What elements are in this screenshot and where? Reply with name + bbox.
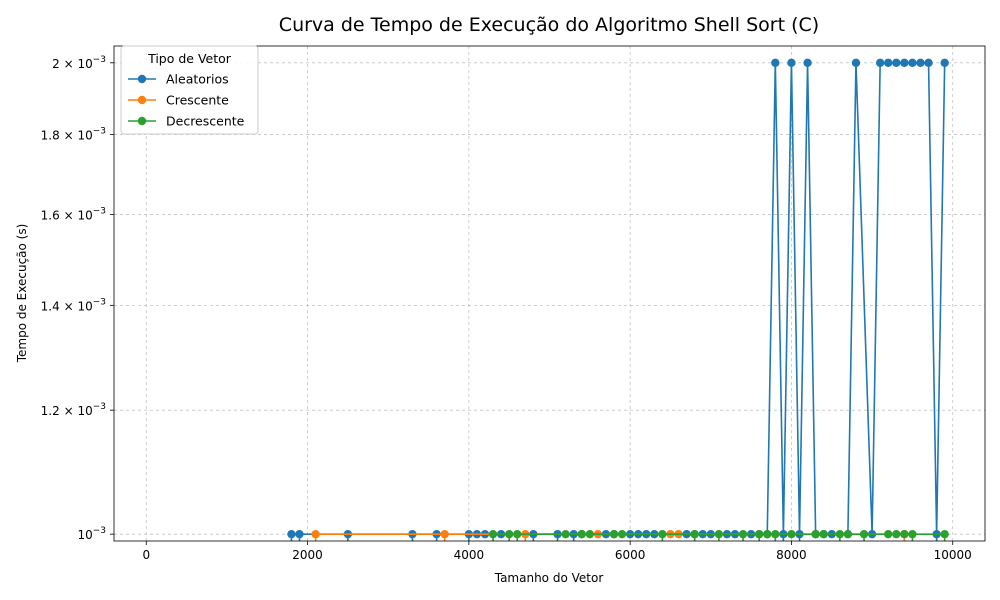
data-point (440, 529, 449, 539)
y-axis-label: Tempo de Execução (s) (15, 224, 29, 364)
chart-title: Curva de Tempo de Execução do Algoritmo … (279, 14, 819, 36)
data-point (843, 529, 853, 539)
data-point (900, 58, 909, 67)
data-point (900, 529, 909, 539)
data-point (513, 529, 522, 539)
x-axis-ticks: 0 2000 4000 6000 8000 10000 (142, 541, 972, 562)
data-point (787, 58, 796, 67)
y-tick-label: 1.4 × 10−3 (41, 297, 106, 313)
plot-series-area (287, 58, 949, 541)
x-tick-label: 8000 (776, 548, 807, 562)
legend-swatch-marker (137, 95, 147, 105)
data-point (763, 529, 772, 539)
y-tick-label: 1.8 × 10−3 (41, 126, 106, 142)
x-tick-label: 2000 (292, 548, 323, 562)
legend-title: Tipo de Vetor (147, 51, 232, 66)
y-tick-label: 1.6 × 10−3 (41, 207, 106, 223)
x-axis-label: Tamanho do Vetor (494, 571, 604, 585)
data-point (754, 529, 764, 539)
plot-frame (113, 45, 986, 542)
legend-entry-label: Aleatorios (166, 72, 229, 87)
data-point (714, 529, 724, 539)
data-point (787, 529, 796, 539)
x-tick-label: 0 (142, 548, 150, 562)
data-point (819, 529, 828, 539)
data-point (287, 529, 296, 539)
series-decrescente (488, 529, 949, 541)
data-point (940, 529, 949, 539)
data-point (835, 529, 845, 539)
y-axis-ticks: 10−3 1.2 × 10−3 1.4 × 10−3 1.6 × 10−3 1.8 × … (41, 55, 114, 542)
data-point (884, 529, 893, 539)
data-point (504, 529, 514, 539)
series-aleatorios (287, 58, 949, 541)
data-point (771, 529, 780, 539)
grid-lines (114, 46, 985, 541)
data-point (803, 58, 812, 67)
data-point (916, 58, 925, 67)
legend-box (120, 45, 259, 135)
data-point (892, 529, 901, 539)
legend-entry-label: Crescente (166, 93, 229, 108)
data-point (561, 529, 570, 539)
data-point (908, 58, 917, 67)
data-point (585, 529, 595, 539)
legend-entry-label: Decrescente (166, 114, 245, 129)
data-point (940, 58, 949, 67)
y-tick-label: 10−3 (77, 526, 106, 542)
data-point (617, 529, 627, 539)
x-tick-label: 10000 (934, 548, 972, 562)
data-point (884, 58, 893, 67)
data-point (690, 529, 699, 539)
data-point (908, 529, 917, 539)
x-tick-label: 6000 (615, 548, 646, 562)
data-point (859, 529, 869, 539)
data-point (311, 529, 320, 539)
data-point (295, 529, 304, 539)
data-point (851, 58, 861, 67)
data-point (811, 529, 820, 539)
y-tick-label: 1.2 × 10−3 (41, 402, 106, 418)
x-tick-label: 4000 (454, 548, 485, 562)
legend-swatch-marker (137, 74, 147, 84)
data-point (875, 58, 885, 67)
y-tick-label: 2 × 10−3 (52, 55, 106, 71)
data-point (609, 529, 619, 539)
data-point (488, 529, 498, 539)
legend-swatch-marker (137, 116, 147, 126)
data-point (658, 529, 667, 539)
data-point (738, 529, 748, 539)
data-point (577, 529, 586, 539)
data-point (771, 58, 780, 67)
data-point (924, 58, 933, 67)
series-line (291, 61, 946, 535)
legend: Tipo de Vetor Aleatorios Crescente Decresce… (120, 45, 259, 135)
data-point (892, 58, 901, 67)
